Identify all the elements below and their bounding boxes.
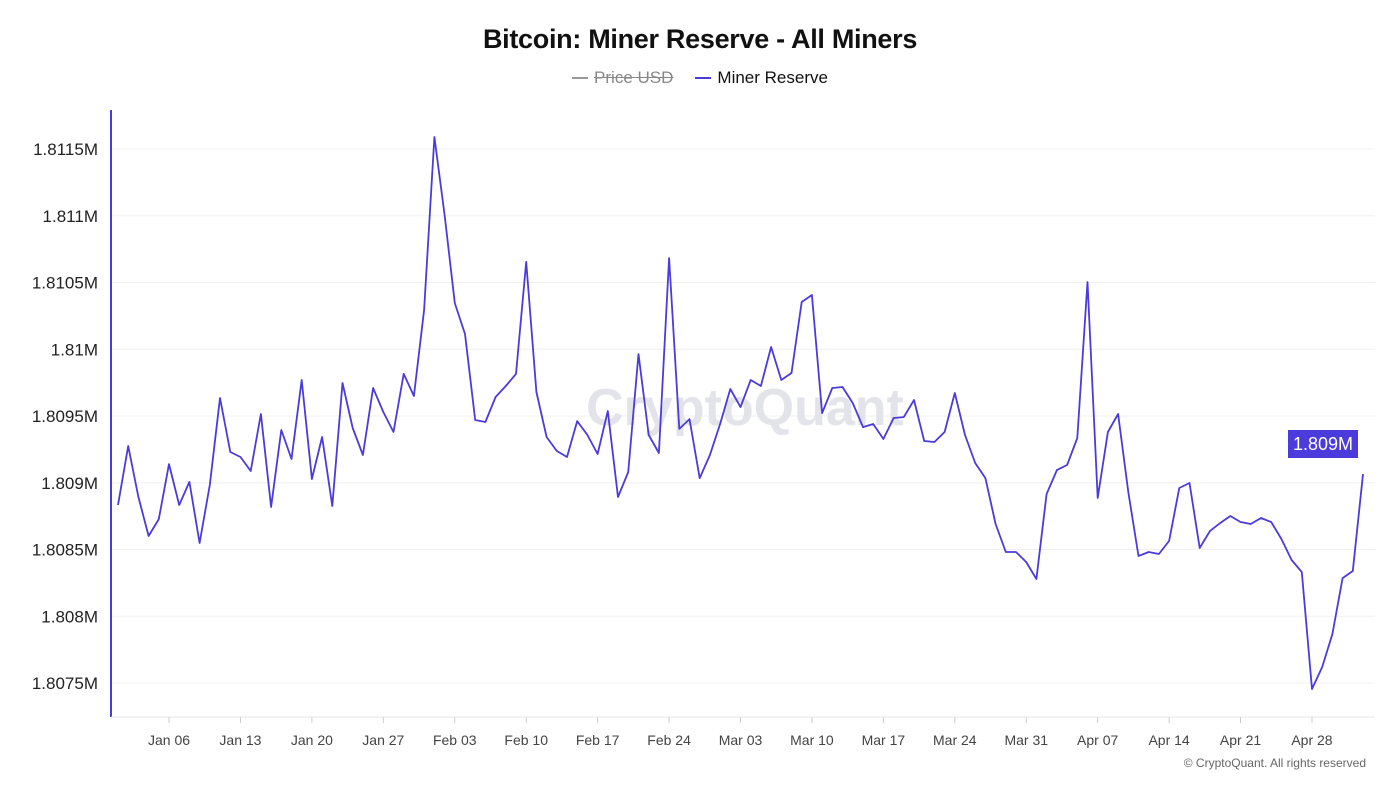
x-tick-label: Jan 06 — [148, 732, 190, 748]
x-tick-label: Jan 27 — [362, 732, 404, 748]
x-tick-label: Apr 14 — [1148, 732, 1189, 748]
y-tick-label: 1.8085M — [32, 541, 98, 560]
series-line-miner-reserve — [117, 136, 1364, 690]
y-tick-label: 1.811M — [43, 207, 98, 226]
last-value-label: 1.809M — [1288, 430, 1358, 459]
x-tick-label: Feb 17 — [576, 732, 620, 748]
legend-label-price-usd: Price USD — [594, 68, 674, 87]
x-tick-label: Feb 10 — [504, 732, 548, 748]
legend-swatch-price-usd — [572, 77, 589, 79]
legend: Price USD Miner Reserve — [0, 68, 1400, 88]
chart-title: Bitcoin: Miner Reserve - All Miners — [482, 24, 918, 54]
x-tick-label: Jan 20 — [291, 732, 333, 748]
y-tick-label: 1.809M — [41, 474, 98, 493]
x-tick-label: Feb 24 — [647, 732, 691, 748]
copyright-credit: © CryptoQuant. All rights reserved — [1183, 756, 1366, 770]
x-tick-label: Feb 03 — [433, 732, 477, 748]
x-tick-label: Mar 17 — [862, 732, 906, 748]
y-tick-label: 1.8105M — [32, 274, 98, 293]
y-tick-label: 1.8115M — [33, 140, 98, 159]
x-tick-label: Apr 28 — [1291, 732, 1332, 748]
x-tick-label: Mar 24 — [933, 732, 977, 748]
legend-item-price-usd[interactable]: Price USD — [572, 68, 673, 88]
x-tick-label: Jan 13 — [219, 732, 261, 748]
watermark: CryptoQuant — [586, 379, 904, 437]
y-tick-label: 1.8075M — [32, 674, 98, 693]
legend-item-miner-reserve[interactable]: Miner Reserve — [695, 68, 828, 88]
y-tick-label: 1.8095M — [32, 407, 98, 426]
x-tick-label: Mar 03 — [719, 732, 763, 748]
x-tick-label: Apr 07 — [1077, 732, 1118, 748]
x-tick-label: Apr 21 — [1220, 732, 1261, 748]
x-tick-label: Mar 31 — [1004, 732, 1048, 748]
y-tick-label: 1.81M — [51, 340, 98, 359]
legend-swatch-miner-reserve — [695, 77, 712, 79]
y-tick-label: 1.808M — [41, 607, 98, 626]
x-tick-label: Mar 10 — [790, 732, 834, 748]
legend-label-miner-reserve: Miner Reserve — [717, 68, 828, 87]
